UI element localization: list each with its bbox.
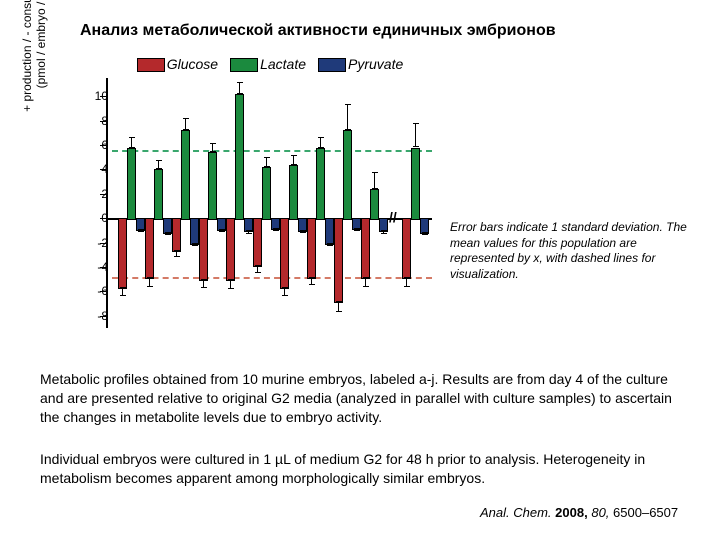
bar-glucose	[361, 218, 370, 279]
errorbar-pyruvate	[424, 232, 425, 236]
y-axis-label-line2: (pmol / embryo / hr)	[34, 0, 48, 88]
y-axis-label: + production / - consumption (pmol / emb…	[20, 0, 48, 136]
citation-year: 2008,	[555, 505, 588, 520]
errorbar-lactate	[266, 157, 267, 167]
caption-bottom-2: Individual embryos were cultured in 1 µL…	[40, 450, 680, 488]
axis-break: //	[389, 209, 397, 225]
legend-swatch	[230, 58, 258, 72]
y-tick-label: -4	[84, 260, 108, 274]
y-axis-label-line1: + production / - consumption	[20, 0, 34, 112]
errorbar-glucose	[230, 279, 231, 289]
errorbar-lactate	[239, 82, 240, 94]
bar-pyruvate	[190, 218, 199, 244]
errorbar-lactate	[185, 118, 186, 130]
errorbar-glucose	[338, 301, 339, 312]
errorbar-glucose	[311, 277, 312, 286]
errorbar-pyruvate	[221, 229, 222, 232]
bar-lactate	[181, 130, 190, 220]
bar-glucose	[118, 218, 127, 288]
legend-item: Glucose	[137, 56, 218, 72]
errorbar-pyruvate	[275, 228, 276, 231]
errorbar-glucose	[406, 277, 407, 287]
errorbar-lactate	[158, 160, 159, 170]
errorbar-pyruvate	[383, 230, 384, 234]
bar-glucose	[145, 218, 154, 279]
errorbar-glucose	[365, 277, 366, 287]
errorbar-glucose	[257, 265, 258, 274]
y-tick-label: 10	[84, 89, 108, 103]
y-tick-label: 6	[84, 138, 108, 152]
y-tick-label: 4	[84, 162, 108, 176]
bar-glucose	[402, 218, 411, 279]
errorbar-glucose	[149, 277, 150, 287]
page-title: Анализ метаболической активности единичн…	[80, 22, 556, 40]
errorbar-pyruvate	[194, 243, 195, 247]
bar-glucose	[334, 218, 343, 303]
bar-lactate	[154, 169, 163, 220]
chart-container: GlucoseLactatePyruvate + production / - …	[50, 56, 440, 336]
y-tick-label: -6	[84, 284, 108, 298]
errorbar-lactate	[347, 104, 348, 131]
errorbar-lactate	[320, 137, 321, 148]
errorbar-lactate	[374, 172, 375, 189]
reference-line	[112, 150, 432, 152]
y-tick-label: -2	[84, 236, 108, 250]
legend-item: Lactate	[230, 56, 306, 72]
errorbar-pyruvate	[248, 230, 249, 234]
bar-lactate	[343, 130, 352, 220]
citation-pages: 6500–6507	[613, 505, 678, 520]
bar-lactate	[411, 148, 420, 221]
legend-label: Pyruvate	[348, 56, 403, 72]
errorbar-lactate	[212, 143, 213, 153]
errorbar-lactate	[131, 137, 132, 148]
bar-lactate	[208, 152, 217, 220]
bar-lactate	[316, 148, 325, 221]
errorbar-pyruvate	[140, 229, 141, 232]
bar-lactate	[235, 94, 244, 220]
caption-bottom-1: Metabolic profiles obtained from 10 muri…	[40, 370, 680, 427]
bar-glucose	[307, 218, 316, 279]
y-tick-label: 2	[84, 187, 108, 201]
citation-volume: 80,	[591, 505, 609, 520]
legend-label: Glucose	[167, 56, 218, 72]
bar-glucose	[172, 218, 181, 252]
errorbar-pyruvate	[167, 232, 168, 236]
bar-pyruvate	[325, 218, 334, 244]
y-tick-label: 8	[84, 114, 108, 128]
bar-glucose	[253, 218, 262, 266]
errorbar-pyruvate	[329, 243, 330, 247]
caption-right: Error bars indicate 1 standard deviation…	[450, 220, 700, 282]
plot-area: -8-6-4-20246810abcdefghijx̄//	[112, 78, 432, 328]
errorbar-glucose	[176, 250, 177, 257]
legend-swatch	[137, 58, 165, 72]
legend: Glucose Lactate Pyruvate	[110, 56, 430, 72]
legend-label: Lactate	[260, 56, 306, 72]
errorbar-glucose	[284, 287, 285, 297]
legend-swatch	[318, 58, 346, 72]
reference-line	[112, 277, 432, 279]
bar-lactate	[289, 165, 298, 221]
bar-glucose	[199, 218, 208, 281]
errorbar-glucose	[203, 279, 204, 288]
bar-lactate	[370, 189, 379, 220]
bar-lactate	[127, 148, 136, 221]
errorbar-pyruvate	[356, 228, 357, 231]
errorbar-glucose	[122, 287, 123, 297]
errorbar-lactate	[415, 123, 416, 147]
errorbar-pyruvate	[302, 230, 303, 233]
bar-glucose	[280, 218, 289, 288]
bar-glucose	[226, 218, 235, 281]
y-tick-label: 0	[84, 211, 108, 225]
errorbar-lactate	[293, 155, 294, 165]
citation: Anal. Chem. 2008, 80, 6500–6507	[480, 505, 678, 520]
legend-item: Pyruvate	[318, 56, 403, 72]
y-tick-label: -8	[84, 309, 108, 323]
bar-lactate	[262, 167, 271, 220]
citation-journal: Anal. Chem.	[480, 505, 552, 520]
